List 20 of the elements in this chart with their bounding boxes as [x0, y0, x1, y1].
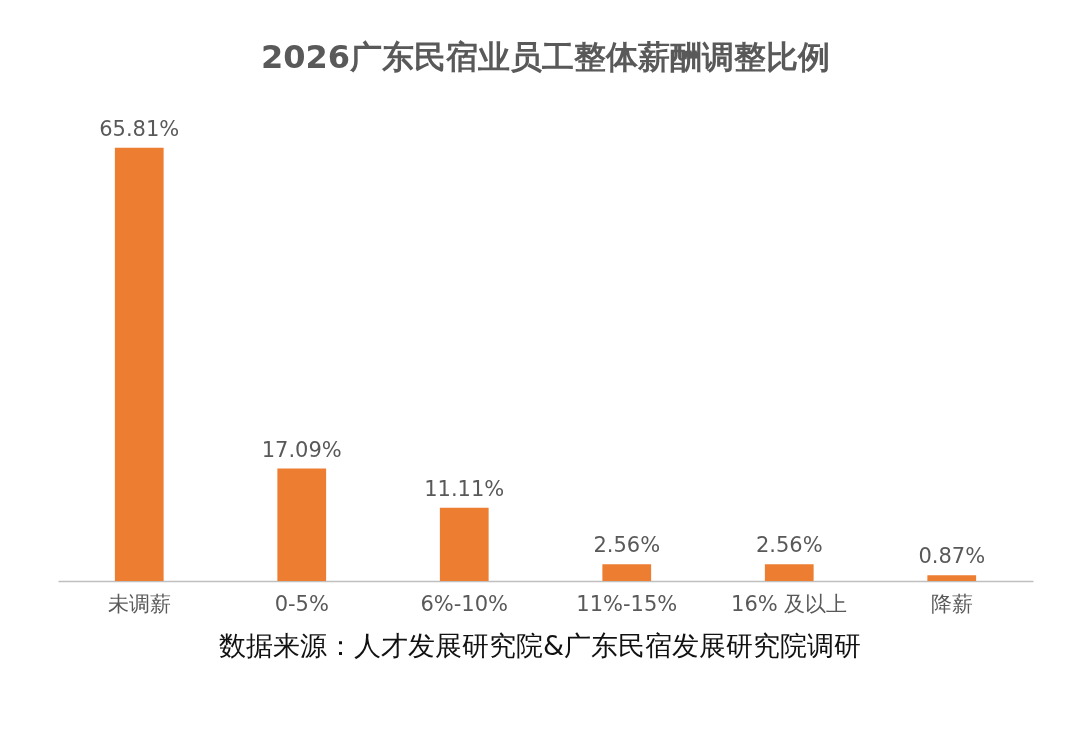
data-label: 17.09%: [261, 437, 342, 462]
data-label: 2.56%: [593, 533, 661, 558]
x-tick-label: 0-5%: [274, 591, 329, 616]
data-label: 2.56%: [755, 533, 823, 558]
x-tick-label: 11%-15%: [576, 591, 678, 616]
data-label: 0.87%: [918, 544, 986, 569]
chart-title: 2026广东民宿业员工整体薪酬调整比例: [260, 38, 831, 76]
x-tick-label: 未调薪: [107, 591, 171, 616]
bar: [602, 564, 652, 581]
data-label: 11.11%: [424, 476, 505, 501]
bar: [114, 147, 164, 581]
x-tick-label: 降薪: [930, 591, 973, 616]
data-label: 65.81%: [99, 116, 180, 141]
bar: [277, 468, 327, 581]
x-tick-label: 6%-10%: [420, 591, 509, 616]
bar: [439, 507, 489, 581]
x-tick-label: 16% 及以上: [731, 591, 848, 616]
source-note: 数据来源：人才发展研究院&广东民宿发展研究院调研: [217, 629, 863, 663]
bar: [764, 564, 814, 581]
bar: [927, 575, 977, 581]
